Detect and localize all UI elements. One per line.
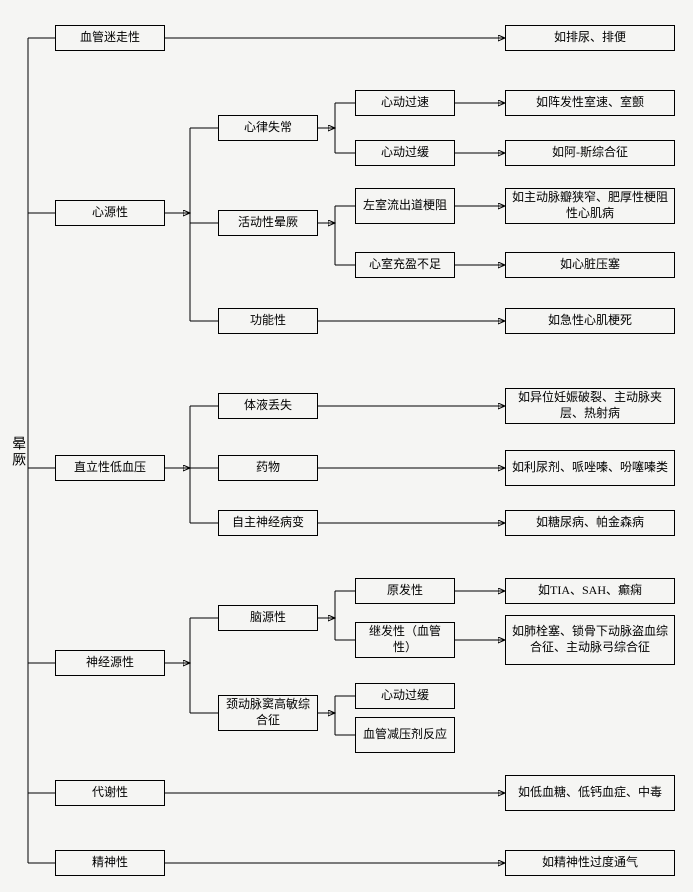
l3-node-2: 左室流出道梗阻 xyxy=(355,188,455,224)
ex-node-12: 如精神性过度通气 xyxy=(505,850,675,876)
l2-node-3: 体液丢失 xyxy=(218,393,318,419)
ex-node-7: 如利尿剂、哌唑嗪、吩噻嗪类 xyxy=(505,450,675,486)
l2-node-5: 自主神经病变 xyxy=(218,510,318,536)
ex-node-4: 如心脏压塞 xyxy=(505,252,675,278)
ex-node-2: 如阿-斯综合征 xyxy=(505,140,675,166)
ex-node-3: 如主动脉瓣狭窄、肥厚性梗阻性心肌病 xyxy=(505,188,675,224)
l2-node-7: 颈动脉窦高敏综合征 xyxy=(218,695,318,731)
l2-node-2: 功能性 xyxy=(218,308,318,334)
l3-node-7: 血管减压剂反应 xyxy=(355,717,455,753)
l2-node-6: 脑源性 xyxy=(218,605,318,631)
l1-node-3: 神经源性 xyxy=(55,650,165,676)
ex-node-0: 如排尿、排便 xyxy=(505,25,675,51)
l1-node-2: 直立性低血压 xyxy=(55,455,165,481)
ex-node-8: 如糖尿病、帕金森病 xyxy=(505,510,675,536)
ex-node-10: 如肺栓塞、锁骨下动脉盗血综合征、主动脉弓综合征 xyxy=(505,615,675,665)
l3-node-4: 原发性 xyxy=(355,578,455,604)
l1-node-5: 精神性 xyxy=(55,850,165,876)
ex-node-6: 如异位妊娠破裂、主动脉夹层、热射病 xyxy=(505,388,675,424)
l2-node-0: 心律失常 xyxy=(218,115,318,141)
l3-node-0: 心动过速 xyxy=(355,90,455,116)
l3-node-6: 心动过缓 xyxy=(355,683,455,709)
l1-node-1: 心源性 xyxy=(55,200,165,226)
ex-node-9: 如TIA、SAH、癫痫 xyxy=(505,578,675,604)
l3-node-1: 心动过缓 xyxy=(355,140,455,166)
connector-lines xyxy=(0,0,693,892)
l2-node-1: 活动性晕厥 xyxy=(218,210,318,236)
ex-node-1: 如阵发性室速、室颤 xyxy=(505,90,675,116)
ex-node-11: 如低血糖、低钙血症、中毒 xyxy=(505,775,675,811)
l2-node-4: 药物 xyxy=(218,455,318,481)
root-node: 晕厥 xyxy=(8,432,26,472)
l3-node-5: 继发性（血管性） xyxy=(355,622,455,658)
l3-node-3: 心室充盈不足 xyxy=(355,252,455,278)
l1-node-4: 代谢性 xyxy=(55,780,165,806)
l1-node-0: 血管迷走性 xyxy=(55,25,165,51)
ex-node-5: 如急性心肌梗死 xyxy=(505,308,675,334)
